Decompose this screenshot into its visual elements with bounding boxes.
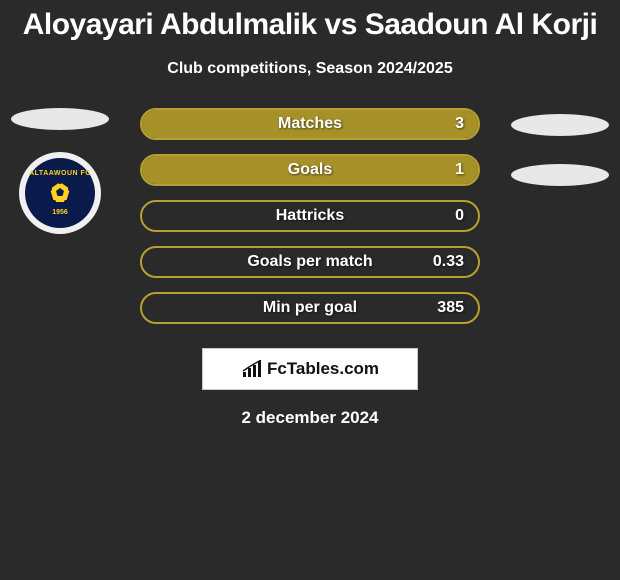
stat-bar-label: Matches: [278, 115, 342, 133]
stat-bar-label: Min per goal: [263, 299, 357, 317]
crest-shield: ALTAAWOUN FC 1956: [25, 158, 95, 228]
stat-bar-value: 3: [455, 115, 464, 133]
crest-ball-icon: [46, 179, 74, 207]
stat-bar-value: 0: [455, 207, 464, 225]
crest-year: 1956: [52, 209, 68, 216]
stat-bars: Matches 3 Goals 1 Hattricks 0 Goals per match 0…: [140, 108, 480, 324]
stat-bar-value: 1: [455, 161, 464, 179]
right-player-column: [500, 108, 620, 186]
stat-bar-value: 385: [437, 299, 464, 317]
stat-bar: Goals 1: [140, 154, 480, 186]
crest-club-name: ALTAAWOUN FC: [29, 170, 91, 177]
page-title: Aloyayari Abdulmalik vs Saadoun Al Korji: [0, 0, 620, 42]
comparison-content: ALTAAWOUN FC 1956 Matches 3: [0, 108, 620, 428]
stat-bar-value: 0.33: [433, 253, 464, 271]
stat-bar: Min per goal 385: [140, 292, 480, 324]
date-label: 2 december 2024: [0, 408, 620, 428]
stat-bar: Hattricks 0: [140, 200, 480, 232]
left-player-name-oval: [11, 108, 109, 130]
watermark-text: FcTables.com: [267, 359, 379, 379]
page-subtitle: Club competitions, Season 2024/2025: [0, 60, 620, 78]
stat-bar: Matches 3: [140, 108, 480, 140]
right-player-crest-oval: [511, 164, 609, 186]
watermark-box: FcTables.com: [202, 348, 418, 390]
bar-chart-icon: [241, 360, 263, 378]
left-player-column: ALTAAWOUN FC 1956: [0, 108, 120, 234]
stat-bar-label: Goals: [288, 161, 332, 179]
right-player-name-oval: [511, 114, 609, 136]
stat-bar-label: Goals per match: [247, 253, 372, 271]
stat-bar-label: Hattricks: [276, 207, 344, 225]
stat-bar: Goals per match 0.33: [140, 246, 480, 278]
left-player-crest: ALTAAWOUN FC 1956: [19, 152, 101, 234]
